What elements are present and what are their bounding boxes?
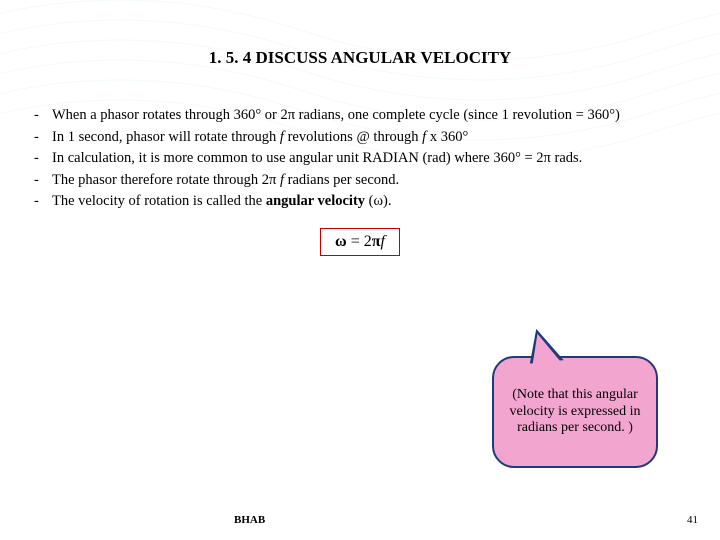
list-item: - The velocity of rotation is called the… bbox=[30, 192, 690, 212]
footer-author: BHAB bbox=[234, 514, 265, 526]
f-symbol: f bbox=[381, 233, 385, 250]
bullet-text: The phasor therefore rotate through 2π f… bbox=[52, 171, 690, 191]
note-callout: (Note that this angular velocity is expr… bbox=[492, 356, 658, 468]
slide-title: 1. 5. 4 DISCUSS ANGULAR VELOCITY bbox=[30, 48, 690, 68]
callout-text: (Note that this angular velocity is expr… bbox=[504, 387, 646, 437]
list-item: - The phasor therefore rotate through 2π… bbox=[30, 171, 690, 191]
omega-symbol: ω bbox=[335, 233, 347, 250]
list-item: - When a phasor rotates through 360° or … bbox=[30, 106, 690, 126]
slide-content: 1. 5. 4 DISCUSS ANGULAR VELOCITY - When … bbox=[0, 0, 720, 256]
pi-symbol: π bbox=[372, 233, 381, 250]
bullet-text: In 1 second, phasor will rotate through … bbox=[52, 128, 690, 148]
bullet-text: The velocity of rotation is called the a… bbox=[52, 192, 690, 212]
bullet-text: When a phasor rotates through 360° or 2π… bbox=[52, 106, 690, 126]
bullet-text: In calculation, it is more common to use… bbox=[52, 149, 690, 169]
list-item: - In calculation, it is more common to u… bbox=[30, 149, 690, 169]
bullet-list: - When a phasor rotates through 360° or … bbox=[30, 106, 690, 212]
formula-container: ω = 2πf bbox=[30, 218, 690, 256]
list-item: - In 1 second, phasor will rotate throug… bbox=[30, 128, 690, 148]
footer-page-number: 41 bbox=[687, 514, 698, 526]
formula-box: ω = 2πf bbox=[320, 228, 400, 256]
